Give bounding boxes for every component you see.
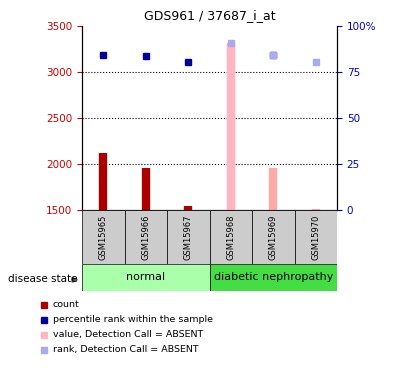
Text: diabetic nephropathy: diabetic nephropathy <box>214 273 333 282</box>
Bar <box>82 264 210 291</box>
Text: rank, Detection Call = ABSENT: rank, Detection Call = ABSENT <box>53 345 198 354</box>
Text: GSM15969: GSM15969 <box>269 214 278 260</box>
Bar <box>82 210 125 264</box>
Bar <box>167 210 210 264</box>
Text: disease state: disease state <box>8 274 78 284</box>
Text: count: count <box>53 300 79 309</box>
Text: value, Detection Call = ABSENT: value, Detection Call = ABSENT <box>53 330 203 339</box>
Text: GSM15965: GSM15965 <box>99 214 108 260</box>
Bar <box>125 210 167 264</box>
Title: GDS961 / 37687_i_at: GDS961 / 37687_i_at <box>144 9 275 22</box>
Text: GSM15967: GSM15967 <box>184 214 193 260</box>
Text: GSM15966: GSM15966 <box>141 214 150 260</box>
Text: GSM15970: GSM15970 <box>311 214 320 260</box>
Text: GSM15968: GSM15968 <box>226 214 236 260</box>
Bar <box>295 210 337 264</box>
Text: normal: normal <box>126 273 166 282</box>
Text: percentile rank within the sample: percentile rank within the sample <box>53 315 212 324</box>
Bar <box>210 264 337 291</box>
Bar <box>210 210 252 264</box>
Bar <box>252 210 295 264</box>
